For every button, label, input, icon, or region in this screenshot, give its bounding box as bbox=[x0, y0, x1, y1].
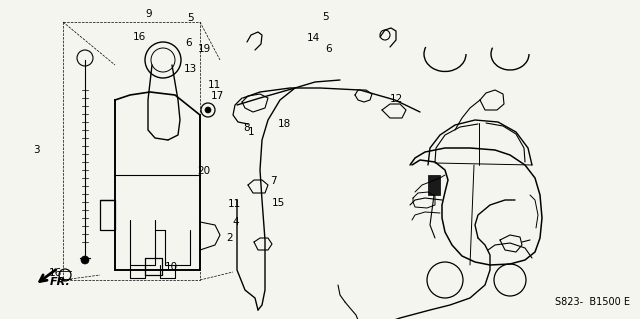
Text: 5: 5 bbox=[188, 12, 194, 23]
Text: S823-  B1500 E: S823- B1500 E bbox=[555, 297, 630, 307]
Text: 11: 11 bbox=[228, 198, 241, 209]
Text: 16: 16 bbox=[49, 268, 62, 278]
Text: 15: 15 bbox=[272, 197, 285, 208]
Text: FR.: FR. bbox=[50, 277, 71, 287]
Text: 13: 13 bbox=[184, 63, 197, 74]
Text: 8: 8 bbox=[243, 123, 250, 133]
Text: 7: 7 bbox=[270, 176, 276, 186]
Text: 1: 1 bbox=[248, 127, 255, 137]
Text: 12: 12 bbox=[390, 94, 403, 104]
Text: 19: 19 bbox=[198, 44, 211, 55]
Text: 9: 9 bbox=[145, 9, 152, 19]
Text: 6: 6 bbox=[325, 44, 332, 55]
Text: 2: 2 bbox=[226, 233, 232, 243]
Text: 14: 14 bbox=[307, 33, 320, 43]
Circle shape bbox=[205, 107, 211, 113]
Text: 10: 10 bbox=[165, 262, 178, 272]
Text: 17: 17 bbox=[211, 91, 224, 101]
Text: 18: 18 bbox=[278, 119, 291, 129]
Text: 4: 4 bbox=[232, 217, 239, 227]
Polygon shape bbox=[428, 175, 440, 195]
Text: 11: 11 bbox=[208, 80, 221, 91]
Text: 6: 6 bbox=[186, 38, 192, 48]
Text: 5: 5 bbox=[322, 11, 328, 22]
Text: 3: 3 bbox=[33, 145, 40, 155]
Text: 16: 16 bbox=[133, 32, 146, 42]
Text: 20: 20 bbox=[197, 166, 210, 176]
Circle shape bbox=[81, 256, 89, 264]
